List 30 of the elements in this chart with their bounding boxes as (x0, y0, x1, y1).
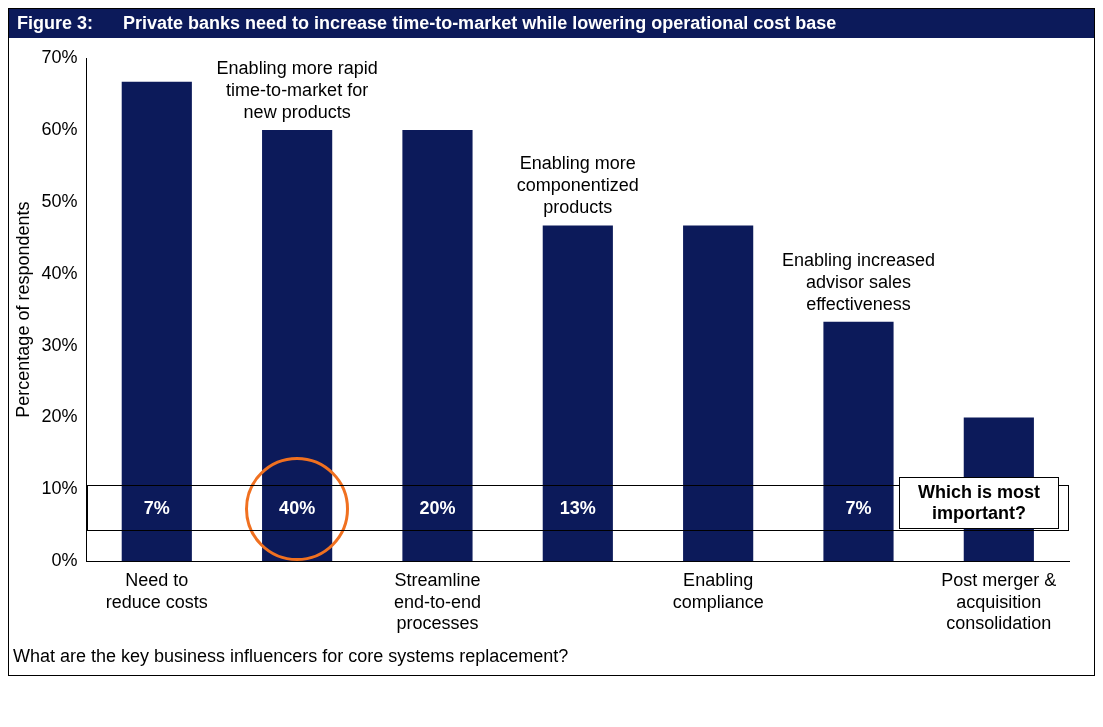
y-axis-title: Percentage of respondents (12, 201, 33, 418)
x-tick-label: Enabling more componentized products (516, 153, 639, 218)
bar (542, 225, 613, 562)
y-tick-label: 70% (41, 46, 78, 67)
x-tick-label: Enabling increased advisor sales effectiveness (781, 249, 936, 314)
annotation: 7% (143, 498, 170, 519)
bar (823, 321, 894, 562)
annotation: Which is most important? (899, 477, 1059, 530)
x-tick-label: Streamline end-to-end processes (393, 569, 482, 634)
bar (121, 81, 192, 562)
y-tick-label: 40% (41, 262, 78, 283)
y-tick-label: 10% (41, 478, 78, 499)
x-tick-label: Enabling compliance (672, 569, 764, 612)
y-tick-label: 20% (41, 406, 78, 427)
y-tick-label: 0% (51, 550, 78, 571)
x-tick-label: Need to reduce costs (105, 569, 208, 612)
x-tick-label: Enabling more rapid time-to-market for new products (216, 57, 378, 122)
annotation: 13% (559, 498, 596, 519)
bar (262, 129, 333, 562)
bar (683, 225, 754, 562)
text: What are the key business influencers for core systems replacement? (12, 645, 570, 668)
chart-title: Figure 3: Private banks need to increase time-to-market while lowering operational cost base (9, 9, 1094, 38)
y-tick-label: 30% (41, 334, 78, 355)
y-tick-label: 60% (41, 118, 78, 139)
annotation: 7% (845, 498, 872, 519)
x-tick-label: Post merger & acquisition consolidation (941, 569, 1057, 634)
annotation: 40% (279, 498, 316, 519)
bar (402, 129, 473, 562)
annotation: 20% (419, 498, 456, 519)
y-tick-label: 50% (41, 190, 78, 211)
